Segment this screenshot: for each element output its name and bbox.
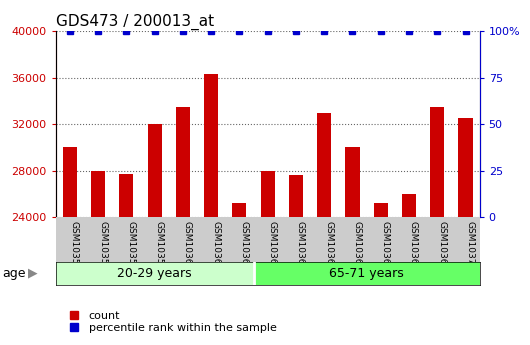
Text: GDS473 / 200013_at: GDS473 / 200013_at xyxy=(56,13,214,30)
Text: GSM10359: GSM10359 xyxy=(155,221,164,270)
Bar xyxy=(430,107,444,345)
Text: 65-71 years: 65-71 years xyxy=(329,267,404,280)
Text: GSM10369: GSM10369 xyxy=(437,221,446,270)
Bar xyxy=(261,171,275,345)
Text: GSM10366: GSM10366 xyxy=(352,221,361,270)
Text: GSM10354: GSM10354 xyxy=(70,221,79,270)
Text: GSM10355: GSM10355 xyxy=(98,221,107,270)
Text: GSM10361: GSM10361 xyxy=(211,221,220,270)
Text: ▶: ▶ xyxy=(28,267,37,280)
Text: GSM10362: GSM10362 xyxy=(240,221,249,270)
Bar xyxy=(119,174,134,345)
Bar xyxy=(374,204,388,345)
Bar xyxy=(458,118,473,345)
Bar xyxy=(56,262,253,285)
Text: GSM10367: GSM10367 xyxy=(381,221,390,270)
Legend: count, percentile rank within the sample: count, percentile rank within the sample xyxy=(58,307,281,338)
Text: GSM10365: GSM10365 xyxy=(324,221,333,270)
Text: GSM10356: GSM10356 xyxy=(126,221,135,270)
Bar xyxy=(147,124,162,345)
Bar xyxy=(91,171,105,345)
Bar xyxy=(176,107,190,345)
Bar xyxy=(346,148,359,345)
Bar xyxy=(63,148,77,345)
Text: GSM10364: GSM10364 xyxy=(296,221,305,270)
Bar xyxy=(253,262,480,285)
Bar xyxy=(232,204,246,345)
Bar xyxy=(204,74,218,345)
Text: age: age xyxy=(3,267,26,280)
Text: GSM10368: GSM10368 xyxy=(409,221,418,270)
Bar xyxy=(317,112,331,345)
Text: GSM10360: GSM10360 xyxy=(183,221,192,270)
Text: 20-29 years: 20-29 years xyxy=(117,267,192,280)
Text: GSM10363: GSM10363 xyxy=(268,221,277,270)
Bar xyxy=(402,194,416,345)
Text: GSM10370: GSM10370 xyxy=(465,221,474,270)
Bar xyxy=(289,175,303,345)
